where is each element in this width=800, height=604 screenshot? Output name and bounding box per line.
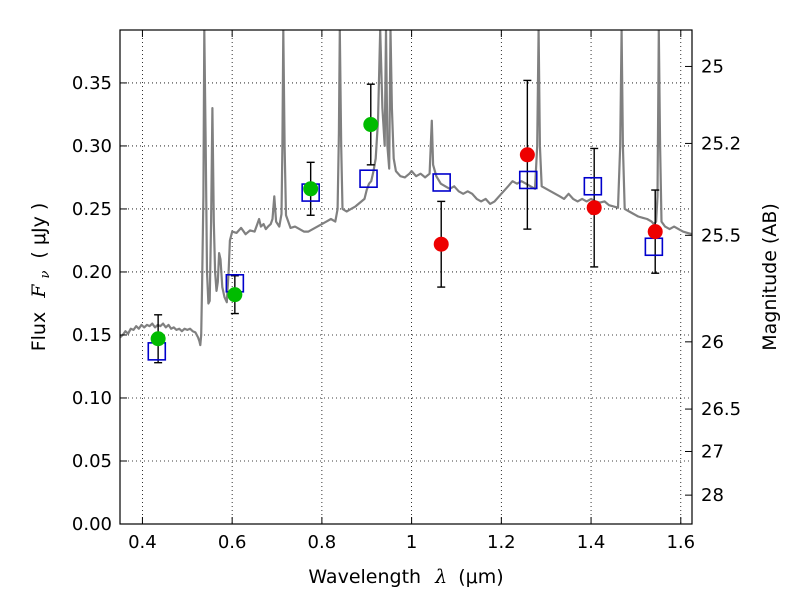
model-point-square [644,237,664,257]
x-axis-label-unit: (μm) [458,566,503,588]
y-tick-label: 0.30 [72,136,112,157]
y-tick-label: 0.25 [72,199,112,220]
x-tick-label: 0.8 [308,532,337,553]
x-tick-label: 1 [406,532,417,553]
observed-points [150,117,663,347]
x-axis-label-text: Wavelength [308,566,421,588]
y2-tick-label: 26.5 [701,399,741,420]
observed-point-green [363,117,379,133]
y-tick-label: 0.10 [72,388,112,409]
x-axis-label-symbol: λ [434,566,447,588]
x-tick-label: 0.4 [128,532,157,553]
y-tick-label: 0.15 [72,325,112,346]
y-axis-label-unit: ( μJy ) [28,203,50,259]
y-tick-label: 0.05 [72,451,112,472]
model-points [147,169,664,361]
x-tick-label: 0.6 [218,532,247,553]
observed-point-green [150,331,166,347]
y2-tick-label: 27 [701,441,724,462]
plot-frame [119,29,693,525]
x-tick-label: 1.2 [487,532,516,553]
y-axis-label-text: Flux [28,312,50,352]
y-tick-label: 0.35 [72,73,112,94]
x-axis-label: Wavelength λ (μm) [308,566,503,588]
y-axis-label-symbol: F [28,284,50,299]
y-axis-label-subscript: ν [38,271,53,279]
observed-point-green [227,287,243,303]
observed-point-red [647,224,663,240]
y-axis-label: Flux F ν ( μJy ) [28,203,54,352]
error-bars [154,79,660,364]
y2-tick-label: 25.2 [701,133,741,154]
y2-tick-label: 25 [701,56,724,77]
y2-tick-label: 26 [701,332,724,353]
x-tick-label: 1.4 [577,532,606,553]
y2-tick-label: 28 [701,485,724,506]
spectrum-line [120,30,692,347]
y2-axis-label: Magnitude (AB) [759,203,781,351]
observed-point-green [303,181,319,197]
y-tick-label: 0.00 [72,514,112,535]
axis-ticks: 0.4 0.6 0.8 1 1.2 1.4 1.6 0.00 0.05 0.10 0.15 0.20 0… [72,30,741,553]
observed-point-red [519,147,535,163]
y-tick-label: 0.20 [72,262,112,283]
spectrum-series [120,30,692,347]
model-point-square [518,170,538,190]
model-point-square [583,176,603,196]
observed-point-red [433,236,449,252]
x-tick-label: 1.6 [666,532,695,553]
model-point-square [432,173,451,192]
model-point-square [359,169,378,189]
y2-tick-label: 25.5 [701,225,741,246]
observed-point-red [586,200,602,216]
